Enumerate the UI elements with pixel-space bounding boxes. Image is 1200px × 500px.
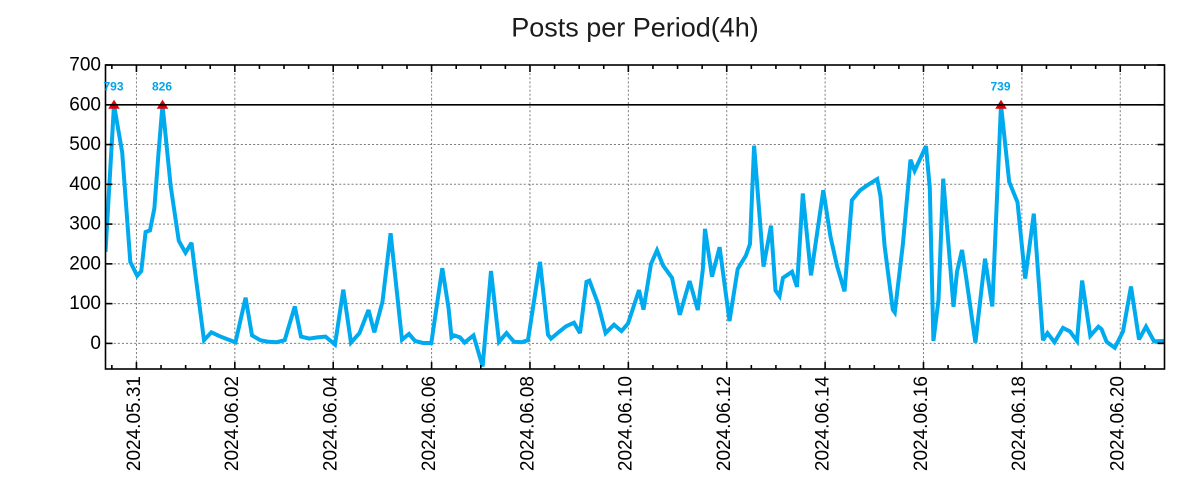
svg-text:793: 793 xyxy=(103,80,123,94)
svg-text:2024.06.08: 2024.06.08 xyxy=(517,376,538,471)
svg-text:739: 739 xyxy=(990,80,1010,94)
svg-text:400: 400 xyxy=(69,174,101,195)
svg-text:0: 0 xyxy=(90,333,101,354)
svg-text:2024.06.12: 2024.06.12 xyxy=(714,376,735,471)
svg-text:2024.06.14: 2024.06.14 xyxy=(812,376,833,472)
svg-text:2024.06.20: 2024.06.20 xyxy=(1108,376,1129,471)
svg-text:700: 700 xyxy=(69,55,101,76)
svg-text:300: 300 xyxy=(69,214,101,235)
svg-text:500: 500 xyxy=(69,134,101,155)
svg-text:2024.06.18: 2024.06.18 xyxy=(1009,376,1030,471)
svg-text:Posts per Period(4h): Posts per Period(4h) xyxy=(511,13,759,43)
svg-text:200: 200 xyxy=(69,254,101,275)
svg-text:826: 826 xyxy=(152,80,172,94)
svg-text:600: 600 xyxy=(69,94,101,115)
svg-text:2024.06.04: 2024.06.04 xyxy=(321,376,342,472)
svg-text:2024.06.02: 2024.06.02 xyxy=(222,376,243,471)
svg-text:2024.06.10: 2024.06.10 xyxy=(616,376,637,471)
svg-text:2024.06.16: 2024.06.16 xyxy=(911,376,932,471)
svg-text:100: 100 xyxy=(69,293,101,314)
svg-text:2024.06.06: 2024.06.06 xyxy=(419,376,440,471)
svg-text:2024.05.31: 2024.05.31 xyxy=(124,376,145,471)
